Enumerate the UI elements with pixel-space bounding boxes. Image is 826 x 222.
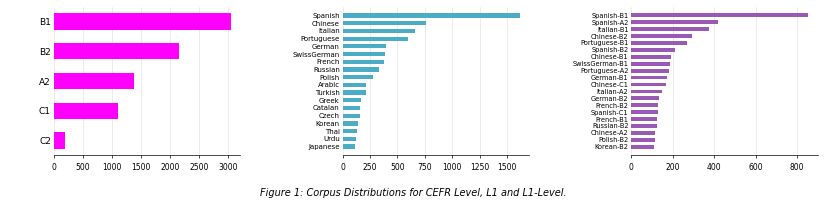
- Bar: [343, 21, 426, 25]
- Bar: [631, 117, 657, 121]
- Bar: [343, 60, 383, 64]
- Bar: [343, 129, 357, 133]
- Bar: [343, 121, 358, 125]
- Bar: [343, 13, 520, 18]
- Bar: [631, 62, 670, 66]
- Bar: [343, 29, 415, 33]
- Bar: [343, 137, 356, 141]
- Bar: [343, 37, 408, 41]
- Text: Figure 1: Corpus Distributions for CEFR Level, L1 and L1-Level.: Figure 1: Corpus Distributions for CEFR …: [259, 188, 567, 198]
- Bar: [343, 52, 385, 56]
- Bar: [631, 131, 655, 135]
- Bar: [54, 13, 231, 30]
- Bar: [631, 69, 669, 73]
- Bar: [631, 20, 719, 24]
- Bar: [631, 48, 675, 52]
- Bar: [631, 145, 653, 149]
- Bar: [631, 27, 709, 31]
- Bar: [631, 103, 658, 107]
- Bar: [54, 132, 65, 149]
- Bar: [343, 44, 387, 48]
- Bar: [343, 98, 361, 102]
- Bar: [631, 83, 666, 86]
- Bar: [343, 114, 360, 118]
- Bar: [631, 138, 654, 142]
- Bar: [343, 75, 373, 79]
- Bar: [631, 13, 809, 17]
- Bar: [631, 41, 687, 45]
- Bar: [343, 144, 355, 149]
- Bar: [631, 124, 657, 128]
- Bar: [631, 76, 667, 79]
- Bar: [631, 89, 662, 93]
- Bar: [54, 73, 134, 89]
- Bar: [343, 83, 366, 87]
- Bar: [343, 106, 360, 110]
- Bar: [631, 110, 657, 114]
- Bar: [631, 55, 671, 59]
- Bar: [343, 91, 366, 95]
- Bar: [54, 103, 118, 119]
- Bar: [54, 43, 179, 59]
- Bar: [631, 34, 692, 38]
- Bar: [631, 96, 659, 100]
- Bar: [343, 67, 378, 71]
